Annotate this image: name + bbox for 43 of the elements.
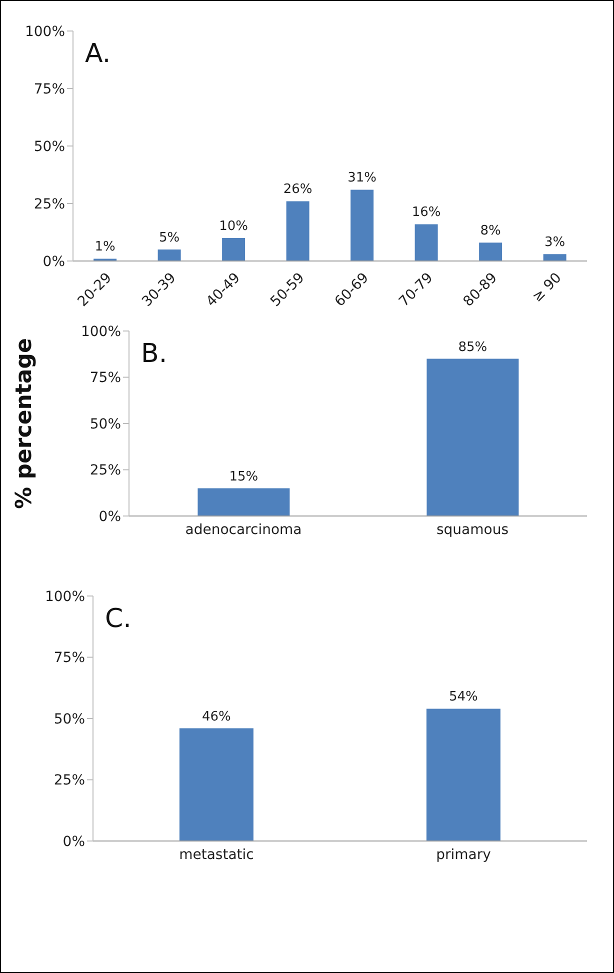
bar: [286, 201, 310, 261]
y-tick-label: 25%: [34, 196, 65, 212]
y-tick-label: 100%: [80, 324, 121, 340]
data-label: 5%: [158, 230, 180, 246]
x-tick-label: primary: [436, 846, 491, 863]
y-tick-label: 25%: [90, 462, 121, 479]
data-label: 16%: [412, 205, 441, 220]
y-tick-label: 50%: [54, 711, 85, 728]
bar: [414, 224, 438, 261]
data-label: 54%: [448, 690, 478, 705]
y-tick-label: 100%: [24, 24, 65, 40]
bar: [350, 190, 374, 261]
data-label: 15%: [229, 469, 258, 484]
bar: [158, 250, 181, 261]
data-label: 26%: [283, 182, 312, 198]
chart-title: A.: [85, 39, 111, 69]
y-tick-label: 0%: [62, 834, 85, 850]
y-tick-label: 25%: [54, 772, 85, 789]
y-tick-label: 75%: [90, 370, 121, 386]
y-tick-label: 0%: [98, 508, 121, 525]
y-tick-label: 0%: [42, 254, 65, 270]
y-tick-label: 75%: [34, 81, 65, 98]
data-label: 3%: [544, 235, 566, 250]
data-label: 85%: [458, 340, 488, 355]
data-label: 8%: [480, 224, 501, 239]
y-tick-label: 100%: [44, 588, 85, 605]
x-tick-label: metastatic: [179, 846, 254, 863]
data-label: 10%: [219, 219, 248, 234]
x-tick-label: adenocarcinoma: [185, 522, 302, 538]
data-label: 31%: [348, 170, 377, 186]
chart-title: B.: [141, 339, 168, 369]
y-tick-label: 50%: [90, 416, 121, 432]
x-tick-label: ≥ 90: [529, 270, 565, 306]
data-label: 1%: [94, 240, 116, 255]
x-tick-label: squamous: [436, 522, 509, 538]
bar: [222, 238, 246, 261]
chart-title: C.: [105, 604, 132, 634]
y-tick-label: 50%: [34, 138, 65, 155]
bar: [479, 242, 502, 261]
y-tick-label: 75%: [54, 650, 85, 666]
bar: [543, 254, 566, 261]
data-label: 46%: [202, 709, 231, 724]
y-axis-title: % percentage: [12, 338, 37, 509]
